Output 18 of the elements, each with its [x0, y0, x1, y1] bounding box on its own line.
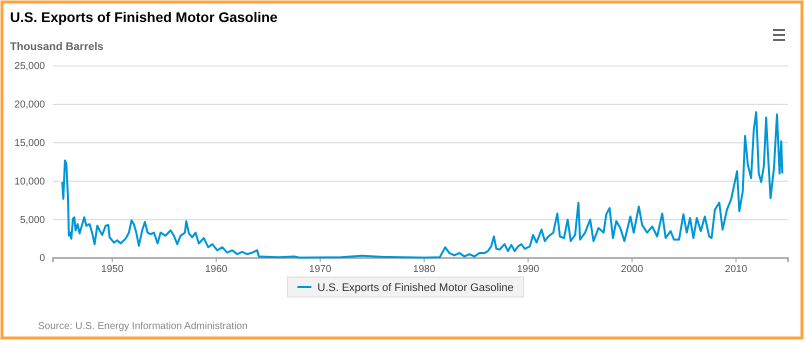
y-tick-label: 20,000 — [14, 100, 46, 111]
legend-label: U.S. Exports of Finished Motor Gasoline — [317, 282, 514, 294]
x-tick-label: 1970 — [309, 264, 332, 276]
x-tick-label: 1990 — [516, 264, 540, 276]
chart-title: U.S. Exports of Finished Motor Gasoline — [10, 9, 278, 25]
line-series — [61, 111, 784, 259]
source-note: Source: U.S. Energy Information Administration — [38, 321, 248, 332]
x-tick-label: 2010 — [724, 264, 748, 276]
y-tick-label: 5,000 — [20, 214, 46, 226]
y-tick-label: 10,000 — [14, 176, 46, 188]
y-axis-title: Thousand Barrels — [10, 41, 104, 53]
y-tick-label: 0 — [39, 253, 46, 264]
x-tick-label: 2000 — [620, 264, 644, 276]
x-tick-label: 1960 — [205, 264, 228, 276]
y-tick-label: 25,000 — [14, 61, 46, 72]
x-tick-label: 1980 — [413, 264, 436, 276]
y-tick-label: 15,000 — [14, 138, 46, 149]
x-tick-label: 1950 — [101, 264, 124, 276]
